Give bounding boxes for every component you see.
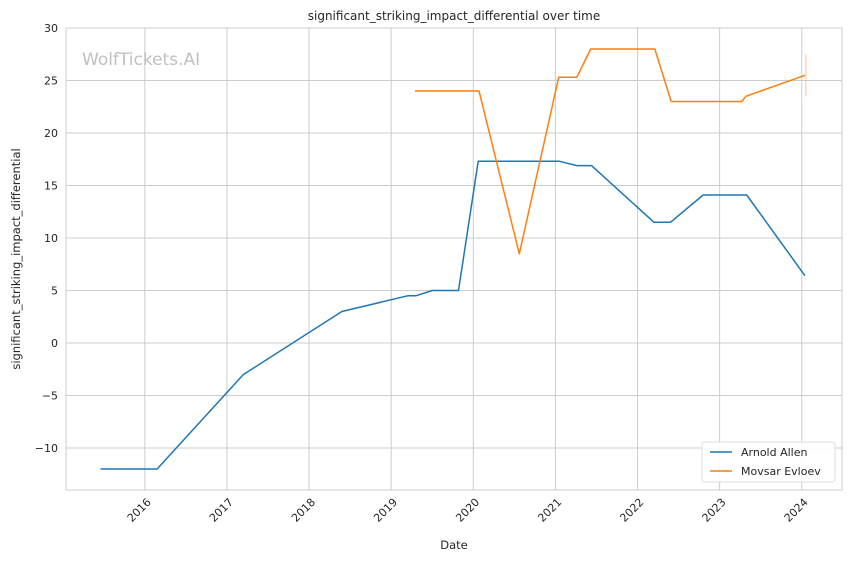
watermark: WolfTickets.AI [82, 50, 200, 70]
grid [66, 28, 842, 490]
legend-label-movsar-evloev: Movsar Evloev [741, 465, 821, 478]
y-tick-label: 15 [44, 180, 58, 193]
y-axis-label: significant_striking_impact_differential [9, 148, 23, 369]
x-tick-label: 2024 [782, 496, 811, 525]
x-tick-label: 2020 [453, 496, 482, 525]
x-tick-label: 2019 [371, 496, 400, 525]
y-tick-label: 20 [44, 127, 58, 140]
chart-title: significant_striking_impact_differential… [308, 9, 600, 23]
plot-frame [66, 28, 842, 490]
y-tick-label: 10 [44, 232, 58, 245]
x-axis-label: Date [440, 538, 468, 552]
x-tick-label: 2017 [207, 496, 236, 525]
x-tick-label: 2023 [700, 496, 729, 525]
series-group [100, 49, 805, 469]
legend: Arnold Allen Movsar Evloev [702, 442, 835, 482]
y-tick-label: 30 [44, 22, 58, 35]
ticks: 2016 2017 2018 2019 2020 2021 2022 2023 2024 −10 −… [35, 22, 811, 525]
y-tick-label: −5 [42, 390, 58, 403]
legend-label-arnold-allen: Arnold Allen [741, 446, 807, 459]
y-tick-label: 5 [51, 285, 58, 298]
series-line-arnold-allen [101, 161, 806, 469]
y-tick-label: 0 [51, 337, 58, 350]
x-tick-label: 2018 [289, 496, 318, 525]
x-tick-label: 2016 [125, 496, 154, 525]
x-tick-label: 2022 [617, 496, 646, 525]
y-tick-label: −10 [35, 442, 58, 455]
x-tick-label: 2021 [535, 496, 564, 525]
y-tick-label: 25 [44, 75, 58, 88]
